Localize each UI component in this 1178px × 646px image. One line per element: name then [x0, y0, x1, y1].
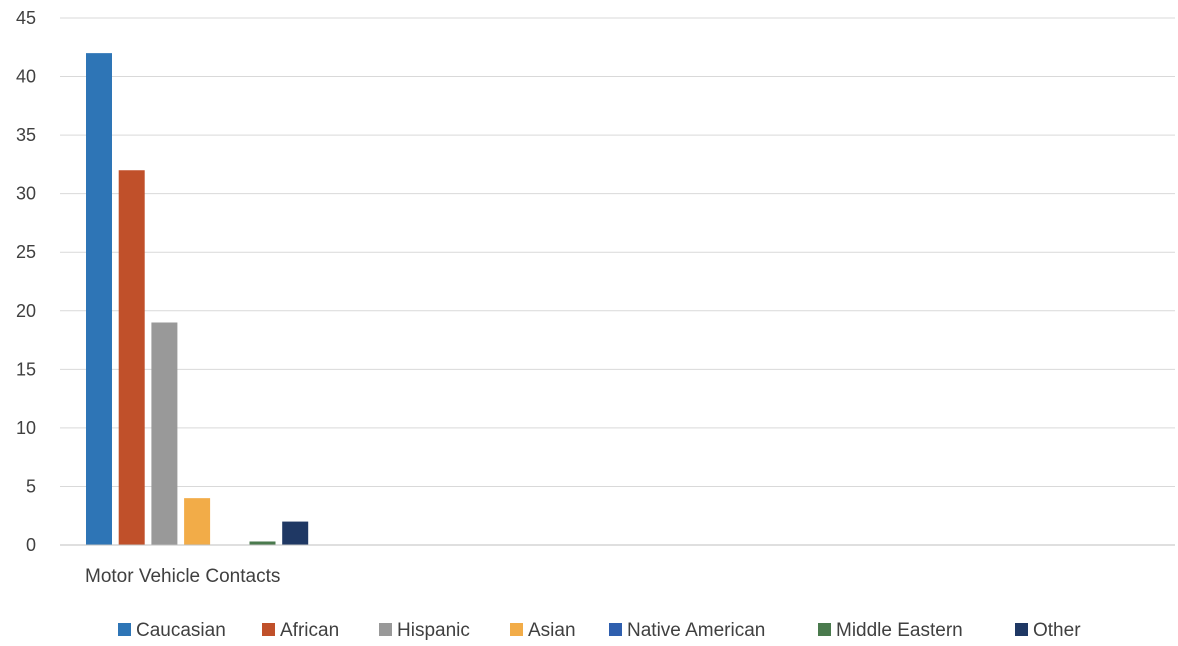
y-tick-label: 0: [26, 535, 36, 555]
y-tick-label: 5: [26, 476, 36, 496]
x-category-label: Motor Vehicle Contacts: [85, 566, 280, 587]
y-tick-label: 15: [16, 359, 36, 379]
bar-middle-eastern: [249, 541, 276, 545]
legend-label: Native American: [627, 620, 765, 641]
legend-swatch: [1015, 623, 1028, 636]
bar-hispanic: [151, 322, 178, 545]
y-tick-label: 45: [16, 8, 36, 28]
bar-other: [282, 521, 309, 545]
gridlines: [60, 17, 1175, 487]
y-tick-label: 20: [16, 301, 36, 321]
x-axis-category-labels: Motor Vehicle Contacts: [85, 566, 280, 587]
y-tick-label: 30: [16, 184, 36, 204]
y-tick-label: 35: [16, 125, 36, 145]
legend-label: Caucasian: [136, 620, 226, 641]
legend-label: African: [280, 620, 339, 641]
legend-swatch: [379, 623, 392, 636]
legend-label: Middle Eastern: [836, 620, 963, 641]
y-axis-tick-labels: 0 5 10 15 20 25 30 35 40 45: [16, 8, 36, 555]
legend-item-african: African: [262, 620, 339, 641]
bar-asian: [184, 498, 211, 545]
bar-african: [118, 170, 145, 545]
legend-label: Hispanic: [397, 620, 470, 641]
legend: Caucasian African Hispanic Asian Native Amer…: [118, 620, 1081, 641]
legend-swatch: [262, 623, 275, 636]
legend-swatch: [118, 623, 131, 636]
legend-item-asian: Asian: [510, 620, 576, 641]
legend-item-native-american: Native American: [609, 620, 765, 641]
legend-swatch: [510, 623, 523, 636]
legend-swatch: [818, 623, 831, 636]
legend-item-other: Other: [1015, 620, 1081, 641]
bars: [86, 53, 309, 546]
legend-item-middle-eastern: Middle Eastern: [818, 620, 963, 641]
y-tick-label: 25: [16, 242, 36, 262]
legend-swatch: [609, 623, 622, 636]
y-tick-label: 40: [16, 67, 36, 87]
legend-item-caucasian: Caucasian: [118, 620, 226, 641]
legend-label: Asian: [528, 620, 576, 641]
bar-caucasian: [86, 53, 112, 546]
legend-label: Other: [1033, 620, 1081, 641]
legend-item-hispanic: Hispanic: [379, 620, 470, 641]
y-tick-label: 10: [16, 418, 36, 438]
